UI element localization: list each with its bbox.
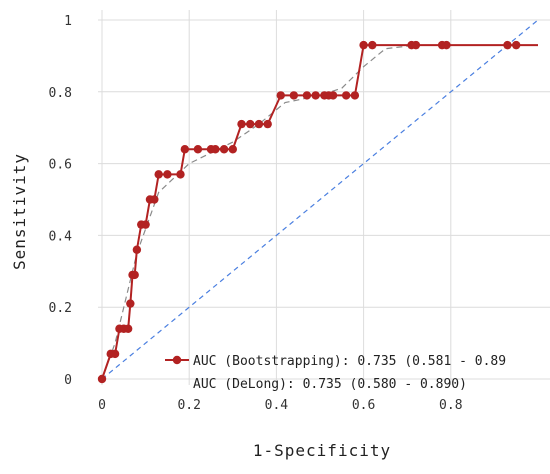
reference-diagonal-line bbox=[101, 19, 539, 380]
roc-point bbox=[123, 324, 133, 333]
x-tick-label: 0.2 bbox=[177, 398, 200, 413]
roc-point bbox=[219, 145, 229, 154]
legend-label-bootstrap: AUC (Bootstrapping): 0.735 (0.581 - 0.89 bbox=[193, 354, 506, 369]
roc-point bbox=[97, 374, 107, 384]
roc-point bbox=[311, 91, 320, 100]
legend-roc-marker bbox=[172, 355, 182, 365]
y-tick-label: 0.2 bbox=[49, 301, 72, 316]
legend: AUC (Bootstrapping): 0.735 (0.581 - 0.89… bbox=[165, 354, 506, 392]
roc-point bbox=[276, 91, 285, 100]
roc-point bbox=[359, 40, 368, 50]
roc-point bbox=[512, 40, 521, 50]
roc-point bbox=[289, 91, 299, 100]
roc-point bbox=[163, 170, 172, 179]
roc-point bbox=[302, 91, 312, 100]
roc-point bbox=[176, 170, 185, 179]
roc-point bbox=[254, 119, 264, 129]
roc-point bbox=[141, 220, 150, 229]
roc-point bbox=[150, 195, 159, 204]
y-tick-label: 1 bbox=[64, 14, 72, 29]
y-tick-label: 0.4 bbox=[49, 229, 73, 244]
roc-point bbox=[126, 299, 135, 308]
y-tick-label: 0.6 bbox=[49, 158, 72, 173]
roc-point bbox=[246, 119, 255, 129]
roc-point bbox=[211, 145, 220, 154]
roc-point bbox=[368, 40, 377, 50]
roc-point bbox=[263, 119, 272, 129]
y-tick-label: 0 bbox=[64, 373, 72, 388]
roc-point bbox=[350, 91, 360, 100]
roc-point bbox=[503, 40, 512, 50]
roc-point bbox=[110, 349, 120, 359]
x-tick-label: 0.4 bbox=[265, 398, 289, 413]
roc-point bbox=[193, 145, 203, 154]
x-axis-label: 1-Specificity bbox=[253, 441, 391, 460]
roc-line bbox=[101, 44, 538, 380]
roc-point bbox=[130, 270, 139, 280]
x-tick-label: 0.8 bbox=[439, 398, 462, 413]
legend-label-delong: AUC (DeLong): 0.735 (0.580 - 0.890) bbox=[193, 377, 467, 392]
y-axis-label: Sensitivity bbox=[10, 153, 29, 270]
plot-area bbox=[97, 19, 539, 384]
y-axis-ticks: 0 0.2 0.4 0.6 0.8 1 bbox=[49, 14, 73, 388]
roc-point bbox=[228, 145, 237, 154]
roc-point bbox=[442, 40, 451, 50]
roc-point bbox=[132, 245, 142, 254]
y-tick-label: 0.8 bbox=[49, 86, 72, 101]
roc-point bbox=[341, 91, 351, 100]
x-axis-ticks: 0 0.2 0.4 0.6 0.8 bbox=[98, 398, 462, 413]
x-tick-label: 0 bbox=[98, 398, 106, 413]
roc-point bbox=[237, 119, 246, 129]
x-tick-label: 0.6 bbox=[352, 398, 375, 413]
grid bbox=[98, 10, 550, 385]
roc-point bbox=[154, 170, 163, 179]
roc-point bbox=[411, 40, 421, 50]
roc-point bbox=[180, 145, 190, 154]
roc-point bbox=[328, 91, 338, 100]
